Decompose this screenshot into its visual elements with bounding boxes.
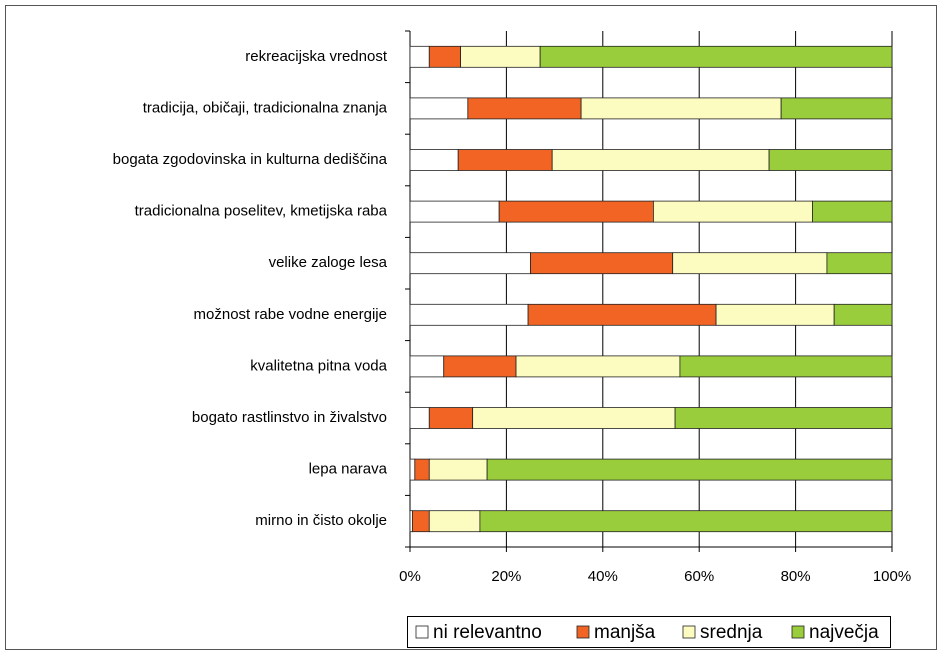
bar-segment <box>672 252 828 275</box>
legend-swatch <box>415 625 429 639</box>
y-tick-label: tradicija, običaji, tradicionalna znanja <box>143 99 388 116</box>
x-tick-label: 0% <box>399 568 421 585</box>
bar-segment <box>409 355 445 378</box>
bar-segment <box>409 407 430 429</box>
y-tick-label: bogata zgodovinska in kulturna dediščina <box>113 151 388 168</box>
bar-segment <box>551 149 770 171</box>
legend-label: ni relevantno <box>433 622 542 643</box>
bar-segment <box>530 252 674 275</box>
bar-segment <box>443 355 517 378</box>
legend-swatch <box>791 625 805 639</box>
bar-segment <box>428 407 474 429</box>
y-tick-label: možnost rabe vodne energije <box>194 306 387 323</box>
bar-segment <box>460 45 541 68</box>
bar-segment <box>653 200 813 223</box>
legend-box <box>407 616 891 648</box>
bar-segment <box>498 200 654 223</box>
bar-segment <box>409 252 531 275</box>
bar-segment <box>472 407 676 429</box>
y-tick-label: bogato rastlinstvo in živalstvo <box>192 409 387 426</box>
bar-segment <box>580 97 782 120</box>
y-tick-label: rekreacijska vrednost <box>245 48 388 65</box>
x-tick-label: 20% <box>491 568 521 585</box>
bar-segment <box>486 458 893 481</box>
bar-segment <box>457 149 553 171</box>
bar-segment <box>674 407 893 429</box>
y-tick-label: velike zaloge lesa <box>269 254 388 271</box>
bar-segment <box>527 303 717 326</box>
bar-segment <box>780 97 893 120</box>
bar-segment <box>414 458 430 481</box>
legend-swatch <box>682 625 696 639</box>
legend-label: največja <box>809 622 879 643</box>
bar-segment <box>412 510 430 533</box>
x-tick-label: 100% <box>873 568 911 585</box>
bar-segment <box>515 355 681 378</box>
y-tick-label: kvalitetna pitna voda <box>250 357 387 374</box>
x-tick-label: 40% <box>588 568 618 585</box>
bar-segment <box>409 97 469 120</box>
bar-segment <box>409 200 500 223</box>
bar-segment <box>768 149 893 171</box>
bar-segment <box>679 355 893 378</box>
legend-swatch <box>576 625 590 639</box>
bar-segment <box>409 303 529 326</box>
bar-segment <box>428 458 488 481</box>
bar-segment <box>409 45 430 68</box>
bar-segment <box>479 510 893 533</box>
bar-segment <box>428 510 481 533</box>
bar-segment <box>409 458 416 481</box>
bar-segment <box>812 200 893 223</box>
legend-label: srednja <box>700 622 763 643</box>
bar-segment <box>428 45 462 68</box>
bar-segment <box>826 252 893 275</box>
bar-segment <box>539 45 893 68</box>
bar-segment <box>409 149 459 171</box>
x-tick-label: 80% <box>781 568 811 585</box>
y-tick-label: lepa narava <box>309 461 388 478</box>
y-tick-label: mirno in čisto okolje <box>255 512 387 529</box>
x-tick-label: 60% <box>684 568 714 585</box>
bar-segment <box>833 303 893 326</box>
bar-segment <box>467 97 582 120</box>
bar-segment <box>715 303 835 326</box>
y-tick-label: tradicionalna poselitev, kmetijska raba <box>135 203 388 220</box>
legend-label: manjša <box>594 622 656 643</box>
